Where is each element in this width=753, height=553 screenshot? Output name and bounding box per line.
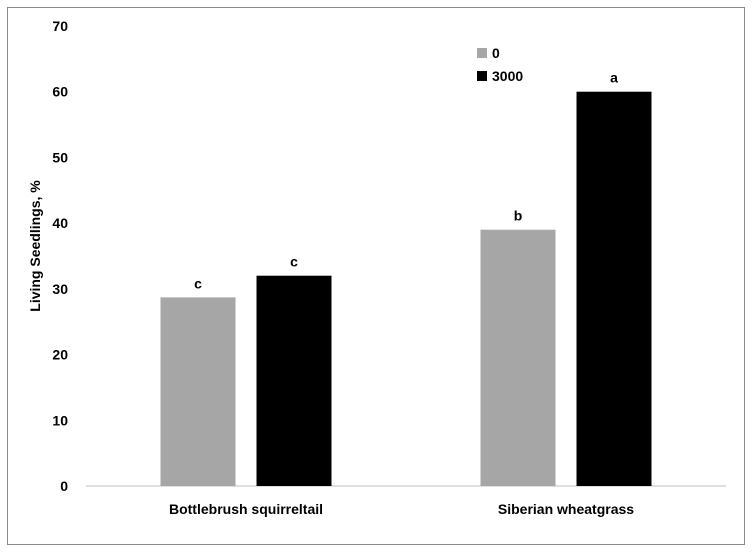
y-axis-label: Living Seedlings, %	[27, 180, 43, 312]
bar-significance-label: b	[514, 208, 523, 224]
y-tick-label: 30	[52, 281, 68, 297]
bar-3000-0	[257, 276, 332, 486]
category-label: Bottlebrush squirreltail	[169, 501, 323, 517]
category-labels: Bottlebrush squirreltail Siberian wheatgr…	[169, 501, 634, 517]
bar-significance-label: a	[610, 70, 618, 86]
y-tick-label: 10	[52, 412, 68, 428]
legend-swatch-0	[477, 48, 487, 58]
y-tick-label: 20	[52, 347, 68, 363]
bar-significance-label: c	[290, 254, 298, 270]
y-tick-label: 70	[52, 18, 68, 34]
y-tick-label: 0	[60, 478, 68, 494]
bars	[161, 92, 652, 486]
bar-0-0	[161, 297, 236, 486]
y-tick-label: 40	[52, 215, 68, 231]
y-tick-label: 60	[52, 84, 68, 100]
category-label: Siberian wheatgrass	[498, 501, 634, 517]
y-tick-label: 50	[52, 149, 68, 165]
legend-label-3000: 3000	[492, 68, 523, 84]
legend-swatch-3000	[477, 71, 487, 81]
bar-significance-label: c	[194, 275, 202, 291]
legend-label-0: 0	[492, 45, 500, 61]
y-axis-ticks: 0 10 20 30 40 50 60 70	[52, 18, 68, 494]
bar-3000-1	[577, 92, 652, 486]
legend: 0 3000	[477, 45, 523, 84]
bar-0-1	[481, 230, 556, 486]
